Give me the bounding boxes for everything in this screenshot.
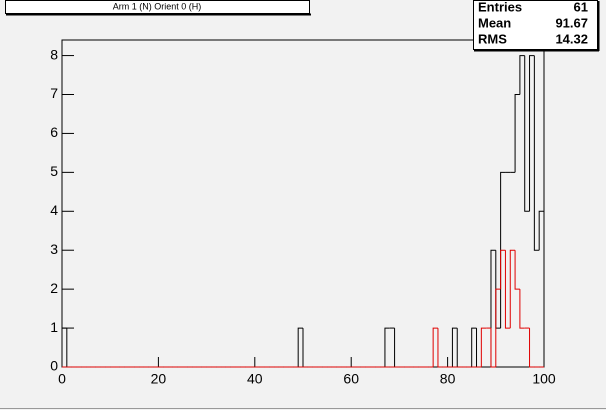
stats-box (473, 0, 598, 50)
y-tick-label: 5 (50, 163, 58, 179)
y-tick-label: 8 (50, 46, 58, 62)
y-tick-label: 3 (50, 241, 58, 257)
histogram-bin (490, 328, 496, 368)
x-tick-label: 60 (343, 371, 359, 387)
chart-title: Arm 1 (N) Orient 0 (H) (113, 1, 202, 11)
y-tick-label: 7 (50, 85, 58, 101)
stats-label: RMS (478, 31, 507, 46)
y-tick-label: 2 (50, 280, 58, 296)
x-tick-label: 0 (58, 371, 66, 387)
x-tick-label: 80 (440, 371, 456, 387)
y-tick-label: 6 (50, 124, 58, 140)
stats-value: 61 (574, 0, 588, 14)
y-tick-label: 0 (50, 358, 58, 374)
y-tick-label: 4 (50, 202, 58, 218)
histogram-bin (519, 289, 525, 329)
histogram-bin (471, 327, 477, 367)
histogram-bin (437, 328, 443, 368)
histogram-bin (514, 94, 520, 173)
histogram-bin (538, 210, 545, 367)
histogram-bin (529, 55, 535, 212)
histogram-bin (529, 328, 535, 368)
histogram-bin (61, 327, 67, 367)
histogram-bin (500, 249, 506, 290)
plot-frame (61, 39, 545, 368)
x-tick-label: 40 (247, 371, 263, 387)
x-tick-label: 100 (532, 371, 556, 387)
histogram-bin (480, 327, 487, 367)
stats-value: 91.67 (555, 15, 588, 30)
stats-label: Mean (478, 15, 511, 30)
stats-label: Entries (478, 0, 522, 14)
histogram-bin (297, 327, 303, 367)
histogram-bin (519, 55, 525, 95)
histogram-bin (384, 327, 390, 367)
histogram-bin (533, 55, 540, 251)
stats-value: 14.32 (555, 31, 588, 46)
histogram-bin (524, 55, 530, 212)
histogram-bin (509, 249, 516, 329)
histogram-bin (495, 288, 501, 367)
histogram-bin (504, 250, 511, 329)
histogram-bin (514, 250, 520, 290)
x-tick-label: 20 (151, 371, 167, 387)
histogram-bin (432, 327, 438, 367)
histogram-bin (451, 327, 458, 367)
y-tick-label: 1 (50, 319, 58, 335)
